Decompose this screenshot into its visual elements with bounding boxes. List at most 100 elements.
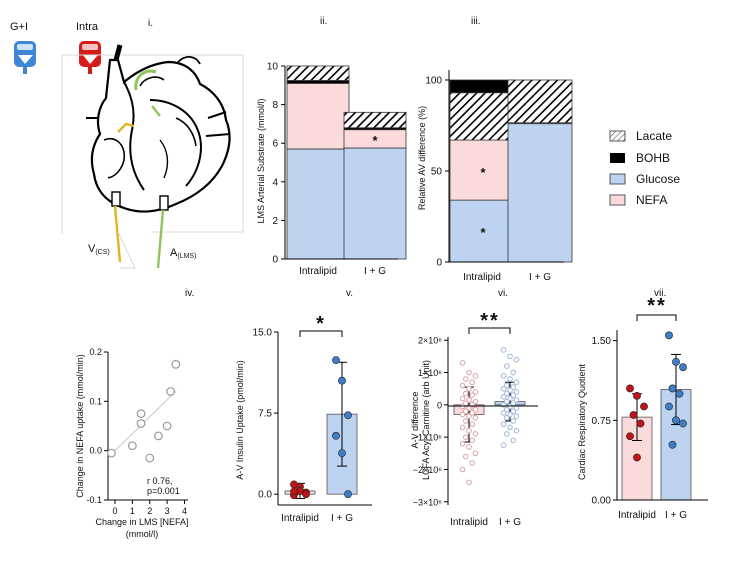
vessel-lms-label: A(LMS): [170, 247, 196, 260]
iv-xlabel: Change in LMS [NEFA]: [95, 517, 188, 527]
iii-ytick-label: 50: [431, 167, 443, 178]
iv-xtick-label: 3: [165, 506, 170, 516]
iv-points: [107, 359, 181, 463]
vii-point: [626, 384, 634, 393]
vi-point: [510, 437, 517, 444]
vi-ylabel-line2: LCFA Acyl-Carnitine (arb Unit): [421, 360, 431, 480]
vi-point: [472, 398, 479, 405]
iv-xtick-label: 4: [182, 506, 187, 516]
vi-point: [459, 411, 466, 418]
vii-xtick-1: I + G: [665, 510, 687, 521]
v-ytick-label: 15.0: [253, 328, 273, 339]
panel-iii-stacked-bar-chart: Relative AV difference (%) 0 50 100 Intral…: [417, 70, 573, 283]
iv-ytick-label: 0.1: [89, 396, 102, 406]
vii-point: [629, 411, 638, 419]
iii-bar-0-lacate: [449, 92, 515, 141]
ii-ytick-label: 0: [272, 255, 278, 266]
vi-ytick-label: 0: [437, 400, 442, 410]
vi-point: [500, 385, 507, 392]
vi-point: [472, 414, 479, 421]
vii-point: [675, 389, 684, 398]
vi-point: [463, 376, 469, 382]
vi-point: [466, 369, 472, 376]
vi-point: [472, 450, 479, 457]
v-point: [290, 487, 298, 496]
vi-point: [469, 421, 476, 428]
vi-significance-bracket: [468, 327, 511, 334]
vii-significance: **: [647, 295, 667, 317]
vii-point: [679, 419, 687, 428]
vi-point: [466, 413, 472, 419]
vi-point: [500, 372, 507, 379]
vi-point: [513, 427, 520, 434]
legend-swatch-nefa: [609, 194, 626, 206]
vi-point: [504, 406, 510, 413]
iv-point: [136, 409, 146, 419]
iv-xticks: 0 1 2 3 4: [112, 500, 187, 516]
vi-ytick-label: 2×10⁶: [418, 336, 442, 346]
iv-point: [107, 448, 116, 458]
ii-annotation: *: [372, 133, 378, 148]
vi-point: [459, 424, 466, 431]
v-xtick-1: I + G: [331, 513, 353, 524]
ii-ylabel: LMS Arterial Substrate (mmol/l): [256, 98, 266, 223]
vi-point: [472, 372, 479, 379]
vi-point: [466, 444, 472, 450]
vi-point: [500, 442, 507, 449]
panel-label-iii: iii.: [471, 16, 480, 27]
vi-point: [507, 353, 513, 360]
ii-ytick-label: 10: [267, 62, 279, 73]
panel-label-vi: vi.: [498, 288, 508, 299]
iii-ytick-label: 0: [436, 258, 442, 269]
v-point: [332, 356, 340, 365]
vii-point: [679, 363, 687, 372]
v-ylabel: A-V Insulin Uptake (pmol/min): [235, 360, 245, 480]
vi-ytick-label: −1×10⁶: [413, 433, 443, 443]
v-point: [344, 490, 352, 499]
iv-point: [166, 387, 176, 396]
vii-point: [665, 331, 673, 340]
vi-point: [504, 431, 510, 437]
ii-bar-1-lacate: [343, 111, 407, 129]
panel-ii-stacked-bar-chart: LMS Arterial Substrate (mmol/l) 0246810 …: [256, 62, 407, 277]
ii-bar-0-nefa: [286, 82, 350, 150]
vi-point: [504, 398, 510, 405]
vii-ylabel: Cardiac Respiratory Quotient: [577, 363, 587, 480]
vi-point: [469, 410, 476, 416]
iii-bar-0-nefa: [449, 139, 515, 201]
ii-ytick-label: 6: [272, 139, 278, 150]
vi-point: [500, 410, 507, 416]
v-ytick-label: 0.0: [258, 490, 272, 501]
legend-label-nefa: NEFA: [636, 193, 667, 207]
vi-point: [469, 460, 476, 466]
v-significance: *: [316, 313, 326, 335]
legend-swatch-lacate: [609, 130, 626, 142]
vii-bars: [621, 331, 692, 501]
vi-point: [510, 392, 517, 398]
vi-point: [504, 382, 510, 389]
vii-point: [668, 384, 677, 393]
vessel-cs-label: V(CS): [88, 243, 110, 256]
vi-xtick-1: I + G: [499, 517, 521, 528]
legend-swatch-glucose: [609, 173, 626, 185]
vi-point: [463, 434, 469, 440]
ii-bar-0-glucose: [286, 148, 350, 260]
iii-ytick-label: 100: [425, 76, 442, 87]
iv-stat-p: p=0.001: [147, 486, 180, 496]
v-point: [338, 449, 346, 457]
panel-label-vii: vii.: [654, 288, 666, 299]
iii-bar-1-glucose: [507, 123, 573, 263]
vi-point: [510, 384, 517, 390]
iv-point: [136, 419, 146, 428]
v-bars: [284, 356, 358, 500]
vi-point: [510, 418, 517, 424]
iv-xlabel-units: (mmol/l): [126, 529, 159, 539]
iv-ylabel: Change in NEFA uptake (mmol/min): [75, 354, 85, 498]
vii-significance-bracket: [636, 314, 677, 321]
iv-point: [171, 359, 181, 369]
iii-xtick-1: I + G: [529, 272, 551, 283]
infusion-bag-red-icon: [79, 41, 101, 74]
ii-ytick-label: 4: [272, 177, 278, 188]
vi-point: [507, 395, 513, 402]
vii-point: [665, 402, 673, 411]
